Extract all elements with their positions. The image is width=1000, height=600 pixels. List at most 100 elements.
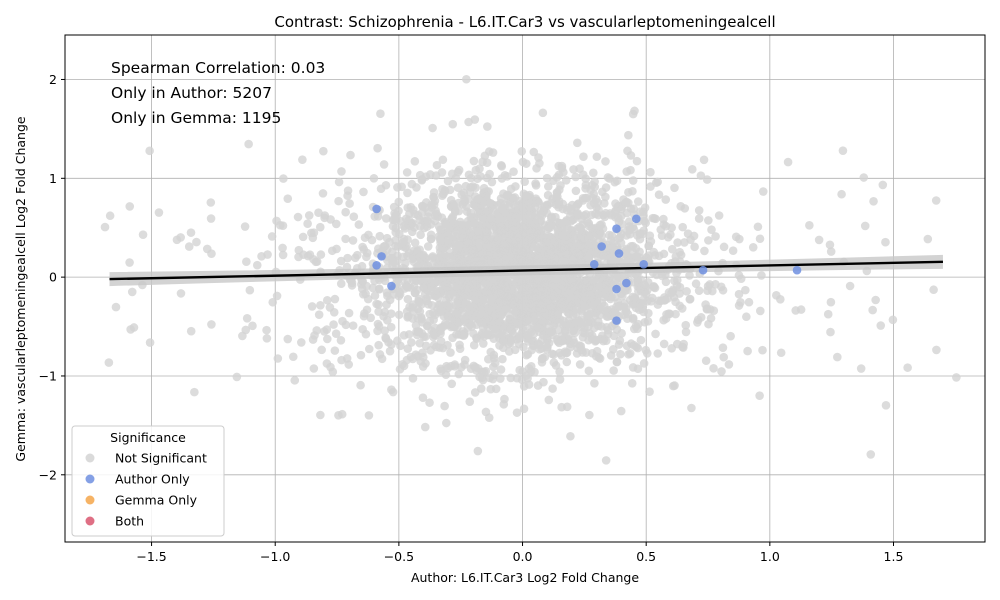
stats-annotations: Spearman Correlation: 0.03 Only in Author… [111,59,325,127]
not-significant-point [428,252,438,261]
not-significant-point [403,188,412,198]
not-significant-point [427,276,437,285]
not-significant-point [263,250,272,259]
not-significant-point [694,206,704,215]
not-significant-point [607,231,617,241]
not-significant-point [597,322,606,331]
not-significant-point [724,360,734,369]
not-significant-point [616,406,626,416]
not-significant-point [654,190,664,200]
not-significant-point [329,320,338,329]
not-significant-point [653,300,663,309]
not-significant-point [627,379,637,388]
not-significant-point [127,287,137,297]
not-significant-point [437,191,447,200]
not-significant-point [544,222,553,231]
not-significant-point [490,276,500,286]
not-significant-point [642,297,652,306]
not-significant-point [589,323,599,333]
not-significant-point [552,310,562,319]
not-significant-point [268,297,278,307]
not-significant-point [454,165,464,175]
not-significant-point [638,229,648,239]
not-significant-point [582,217,592,226]
not-significant-point [826,247,836,256]
not-significant-point [538,108,548,118]
not-significant-point [206,198,216,207]
not-significant-point [387,340,396,349]
not-significant-point [176,289,186,298]
axis-ticks: −1.5 −1.0 −0.5 0.0 0.5 1.0 1.5 −2 −1 0 1 2 [39,72,904,564]
not-significant-point [485,169,494,179]
not-significant-point [595,354,605,363]
author-only-point [698,265,708,275]
not-significant-point [395,229,404,239]
not-significant-point [497,310,506,320]
legend-label: Author Only [115,472,190,487]
not-significant-point [543,190,553,200]
not-significant-point [540,202,549,211]
not-significant-point [192,237,201,247]
not-significant-point [445,252,455,262]
not-significant-point [639,207,648,217]
not-significant-point [389,202,399,212]
not-significant-point [845,281,855,291]
not-significant-point [734,271,744,280]
not-significant-point [536,209,546,219]
not-significant-point [314,310,324,319]
not-significant-point [481,232,490,242]
not-significant-point [481,287,491,296]
not-significant-point [455,255,465,264]
legend-label: Both [115,514,144,529]
not-significant-point [416,357,426,366]
not-significant-point [207,249,216,258]
not-significant-point [613,213,623,223]
not-significant-point [626,151,636,160]
significant-points [372,204,802,325]
not-significant-point [561,176,571,185]
not-significant-point [453,183,463,193]
not-significant-point [814,235,824,245]
not-significant-point [565,211,575,221]
not-significant-point [356,380,365,390]
not-significant-point [366,313,375,323]
not-significant-point [382,288,392,297]
not-significant-point [639,307,648,317]
chart-title: Contrast: Schizophrenia - L6.IT.Car3 vs … [274,13,775,31]
not-significant-point [609,331,619,341]
not-significant-point [632,252,642,261]
not-significant-point [660,296,669,305]
not-significant-point [375,231,385,241]
not-significant-point [509,225,519,235]
not-significant-point [537,246,546,256]
not-significant-point [336,335,346,345]
not-significant-point [404,215,414,225]
not-significant-point [493,290,502,299]
legend: Significance Not Significant Author Only G… [71,425,225,537]
not-significant-point [573,138,582,148]
not-significant-point [694,286,704,295]
author-only-point [387,281,396,291]
not-significant-point [614,340,624,349]
not-significant-point [278,243,287,253]
not-significant-point [283,194,293,203]
not-significant-point [838,146,848,155]
not-significant-point [628,186,637,196]
not-significant-point [322,325,332,334]
not-significant-point [477,329,487,338]
not-significant-point [499,400,509,409]
not-significant-point [554,289,564,299]
not-significant-point [610,292,620,302]
x-tick-label: 0.5 [636,549,656,564]
not-significant-point [510,345,520,355]
not-significant-point [871,295,880,305]
not-significant-point [659,339,669,349]
not-significant-point [585,309,595,319]
not-significant-point [461,299,470,309]
not-significant-point [641,345,651,355]
not-significant-point [336,256,346,266]
not-significant-point [510,236,519,245]
not-significant-point [125,202,135,211]
not-significant-point [408,307,418,316]
